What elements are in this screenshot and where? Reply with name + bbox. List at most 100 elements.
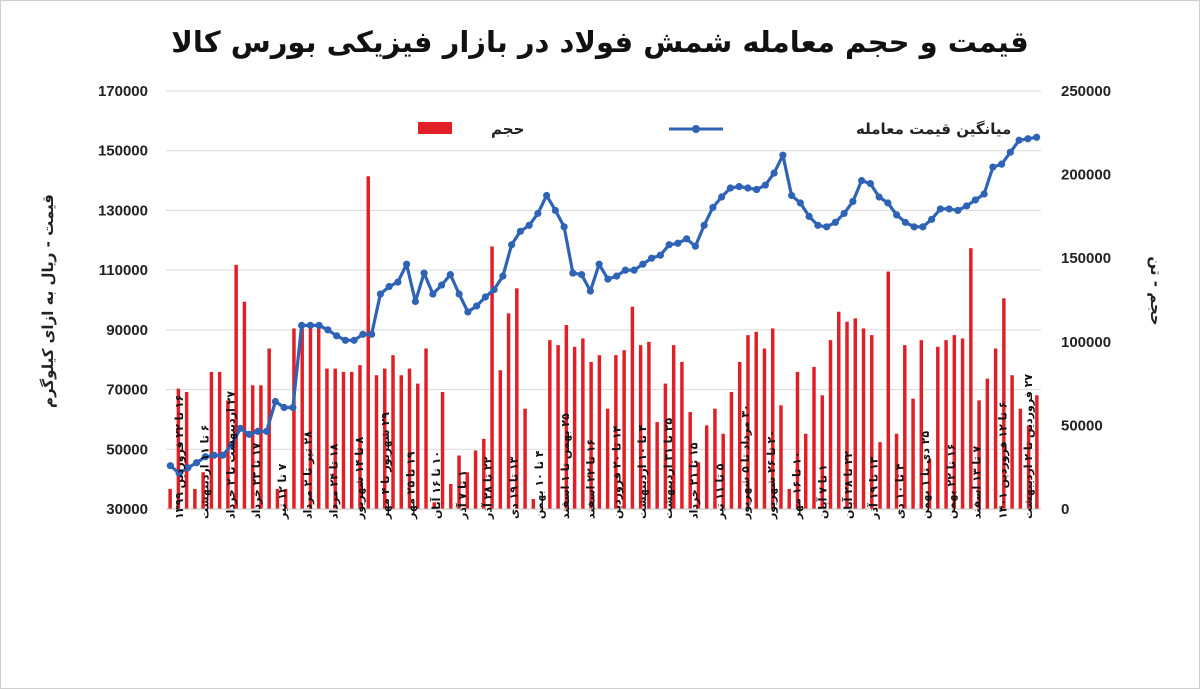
volume-bar bbox=[374, 375, 379, 509]
x-tick-label: ۵ تا ۱۱ تیر bbox=[713, 463, 726, 520]
x-tick-label: ۶ تا ۱۲ فروردین ۱۴۰۱ bbox=[996, 402, 1009, 519]
price-point bbox=[919, 223, 927, 231]
price-point bbox=[709, 203, 717, 212]
price-point bbox=[341, 336, 349, 344]
price-point bbox=[464, 308, 472, 316]
volume-bar bbox=[217, 371, 222, 509]
volume-bar bbox=[498, 370, 503, 509]
volume-bar bbox=[770, 328, 775, 509]
volume-bar bbox=[696, 462, 701, 509]
volume-bar bbox=[473, 450, 478, 509]
price-point bbox=[674, 239, 682, 247]
price-point bbox=[438, 281, 446, 289]
left-tick-label: 70000 bbox=[106, 382, 148, 399]
x-tick-label: ۲۷ اردیبهشت تا ۲ خرداد bbox=[224, 391, 237, 519]
price-point bbox=[936, 205, 944, 213]
price-point bbox=[525, 221, 533, 229]
price-point bbox=[271, 397, 279, 406]
price-point bbox=[280, 403, 288, 412]
price-point bbox=[621, 266, 629, 274]
volume-bar bbox=[729, 391, 734, 509]
right-axis-title: حجم - تن bbox=[1147, 256, 1165, 325]
price-point bbox=[656, 251, 664, 259]
volume-bar bbox=[605, 408, 610, 509]
volume-bar bbox=[250, 385, 255, 509]
x-tick-label: ۲۵ بهمن تا ۱ اسفند bbox=[559, 413, 572, 519]
volume-bar bbox=[655, 422, 659, 509]
volume-bar bbox=[539, 507, 544, 509]
price-point bbox=[788, 191, 796, 200]
x-tick-label: ۷ تا ۱۳ اسفند bbox=[971, 445, 984, 519]
price-point bbox=[831, 218, 839, 226]
volume-bar bbox=[589, 361, 593, 509]
x-tick-label: ۶ تا ۱۱ اردیبهشت bbox=[199, 425, 212, 519]
volume-bar bbox=[259, 385, 263, 509]
price-point bbox=[726, 184, 734, 192]
x-tick-label: ۲۰ تا ۲۶ شهریور bbox=[765, 430, 778, 520]
price-point bbox=[411, 297, 419, 306]
x-tick-label: ۱۶ تا ۲۲ اسفند bbox=[585, 439, 598, 519]
price-point bbox=[175, 469, 183, 477]
legend-price-label: میانگین قیمت معامله bbox=[856, 120, 1011, 138]
volume-bar bbox=[440, 391, 445, 509]
chart-title: قیمت و حجم معامله شمش فولاد در بازار فیز… bbox=[171, 25, 1029, 59]
left-tick-label: 50000 bbox=[106, 441, 148, 458]
volume-bar bbox=[713, 408, 717, 509]
price-point bbox=[481, 293, 489, 301]
volume-bar bbox=[292, 328, 296, 509]
volume-bar bbox=[391, 355, 395, 509]
volume-bar bbox=[432, 502, 437, 509]
price-point bbox=[359, 330, 367, 338]
price-point bbox=[849, 197, 857, 206]
legend-bar-swatch bbox=[418, 122, 452, 134]
volume-bar bbox=[762, 348, 767, 509]
legend-line-marker bbox=[692, 125, 700, 133]
price-point bbox=[928, 215, 936, 223]
left-tick-label: 30000 bbox=[106, 501, 148, 518]
right-tick-label: 200000 bbox=[1061, 167, 1111, 184]
price-point bbox=[350, 336, 358, 344]
volume-bar bbox=[234, 264, 238, 509]
price-point bbox=[971, 196, 979, 204]
left-tick-label: 90000 bbox=[106, 322, 148, 339]
volume-bar bbox=[985, 378, 990, 509]
price-point bbox=[508, 241, 516, 249]
price-point bbox=[376, 290, 384, 298]
price-point bbox=[219, 451, 227, 459]
volume-bar bbox=[1026, 425, 1031, 509]
volume-bar bbox=[886, 271, 891, 509]
price-point bbox=[586, 287, 594, 295]
volume-bar bbox=[316, 328, 321, 509]
volume-bar bbox=[490, 246, 494, 509]
price-point bbox=[403, 260, 411, 268]
volume-bar bbox=[1010, 375, 1014, 509]
volume-bar bbox=[630, 306, 635, 509]
volume-bar bbox=[572, 346, 577, 509]
price-point bbox=[499, 272, 507, 280]
price-point bbox=[796, 199, 804, 207]
volume-bar bbox=[556, 345, 560, 509]
price-point bbox=[840, 209, 848, 218]
volume-bar bbox=[308, 328, 313, 509]
volume-bar bbox=[746, 335, 750, 509]
volume-bar bbox=[671, 345, 676, 509]
x-tick-label: ۱۵ تا ۲۱ خرداد bbox=[688, 442, 701, 519]
price-point bbox=[779, 151, 787, 159]
volume-bar bbox=[506, 313, 511, 509]
volume-bar bbox=[531, 498, 536, 509]
volume-bar bbox=[283, 488, 288, 509]
volume-bar bbox=[903, 345, 907, 509]
volume-bar bbox=[721, 433, 725, 509]
price-point bbox=[236, 424, 244, 432]
price-point bbox=[324, 326, 332, 334]
price-point bbox=[595, 260, 603, 268]
volume-bar bbox=[1018, 408, 1023, 509]
volume-bar bbox=[837, 311, 841, 509]
price-point bbox=[718, 193, 726, 201]
x-tick-label: ۱۸ تا ۲۴ مرداد bbox=[327, 443, 340, 519]
price-point bbox=[551, 206, 559, 215]
price-point bbox=[534, 209, 542, 218]
x-tick-label: ۷ تا ۱۲ تیر bbox=[276, 463, 289, 520]
price-point bbox=[761, 181, 769, 189]
price-point bbox=[630, 266, 638, 274]
